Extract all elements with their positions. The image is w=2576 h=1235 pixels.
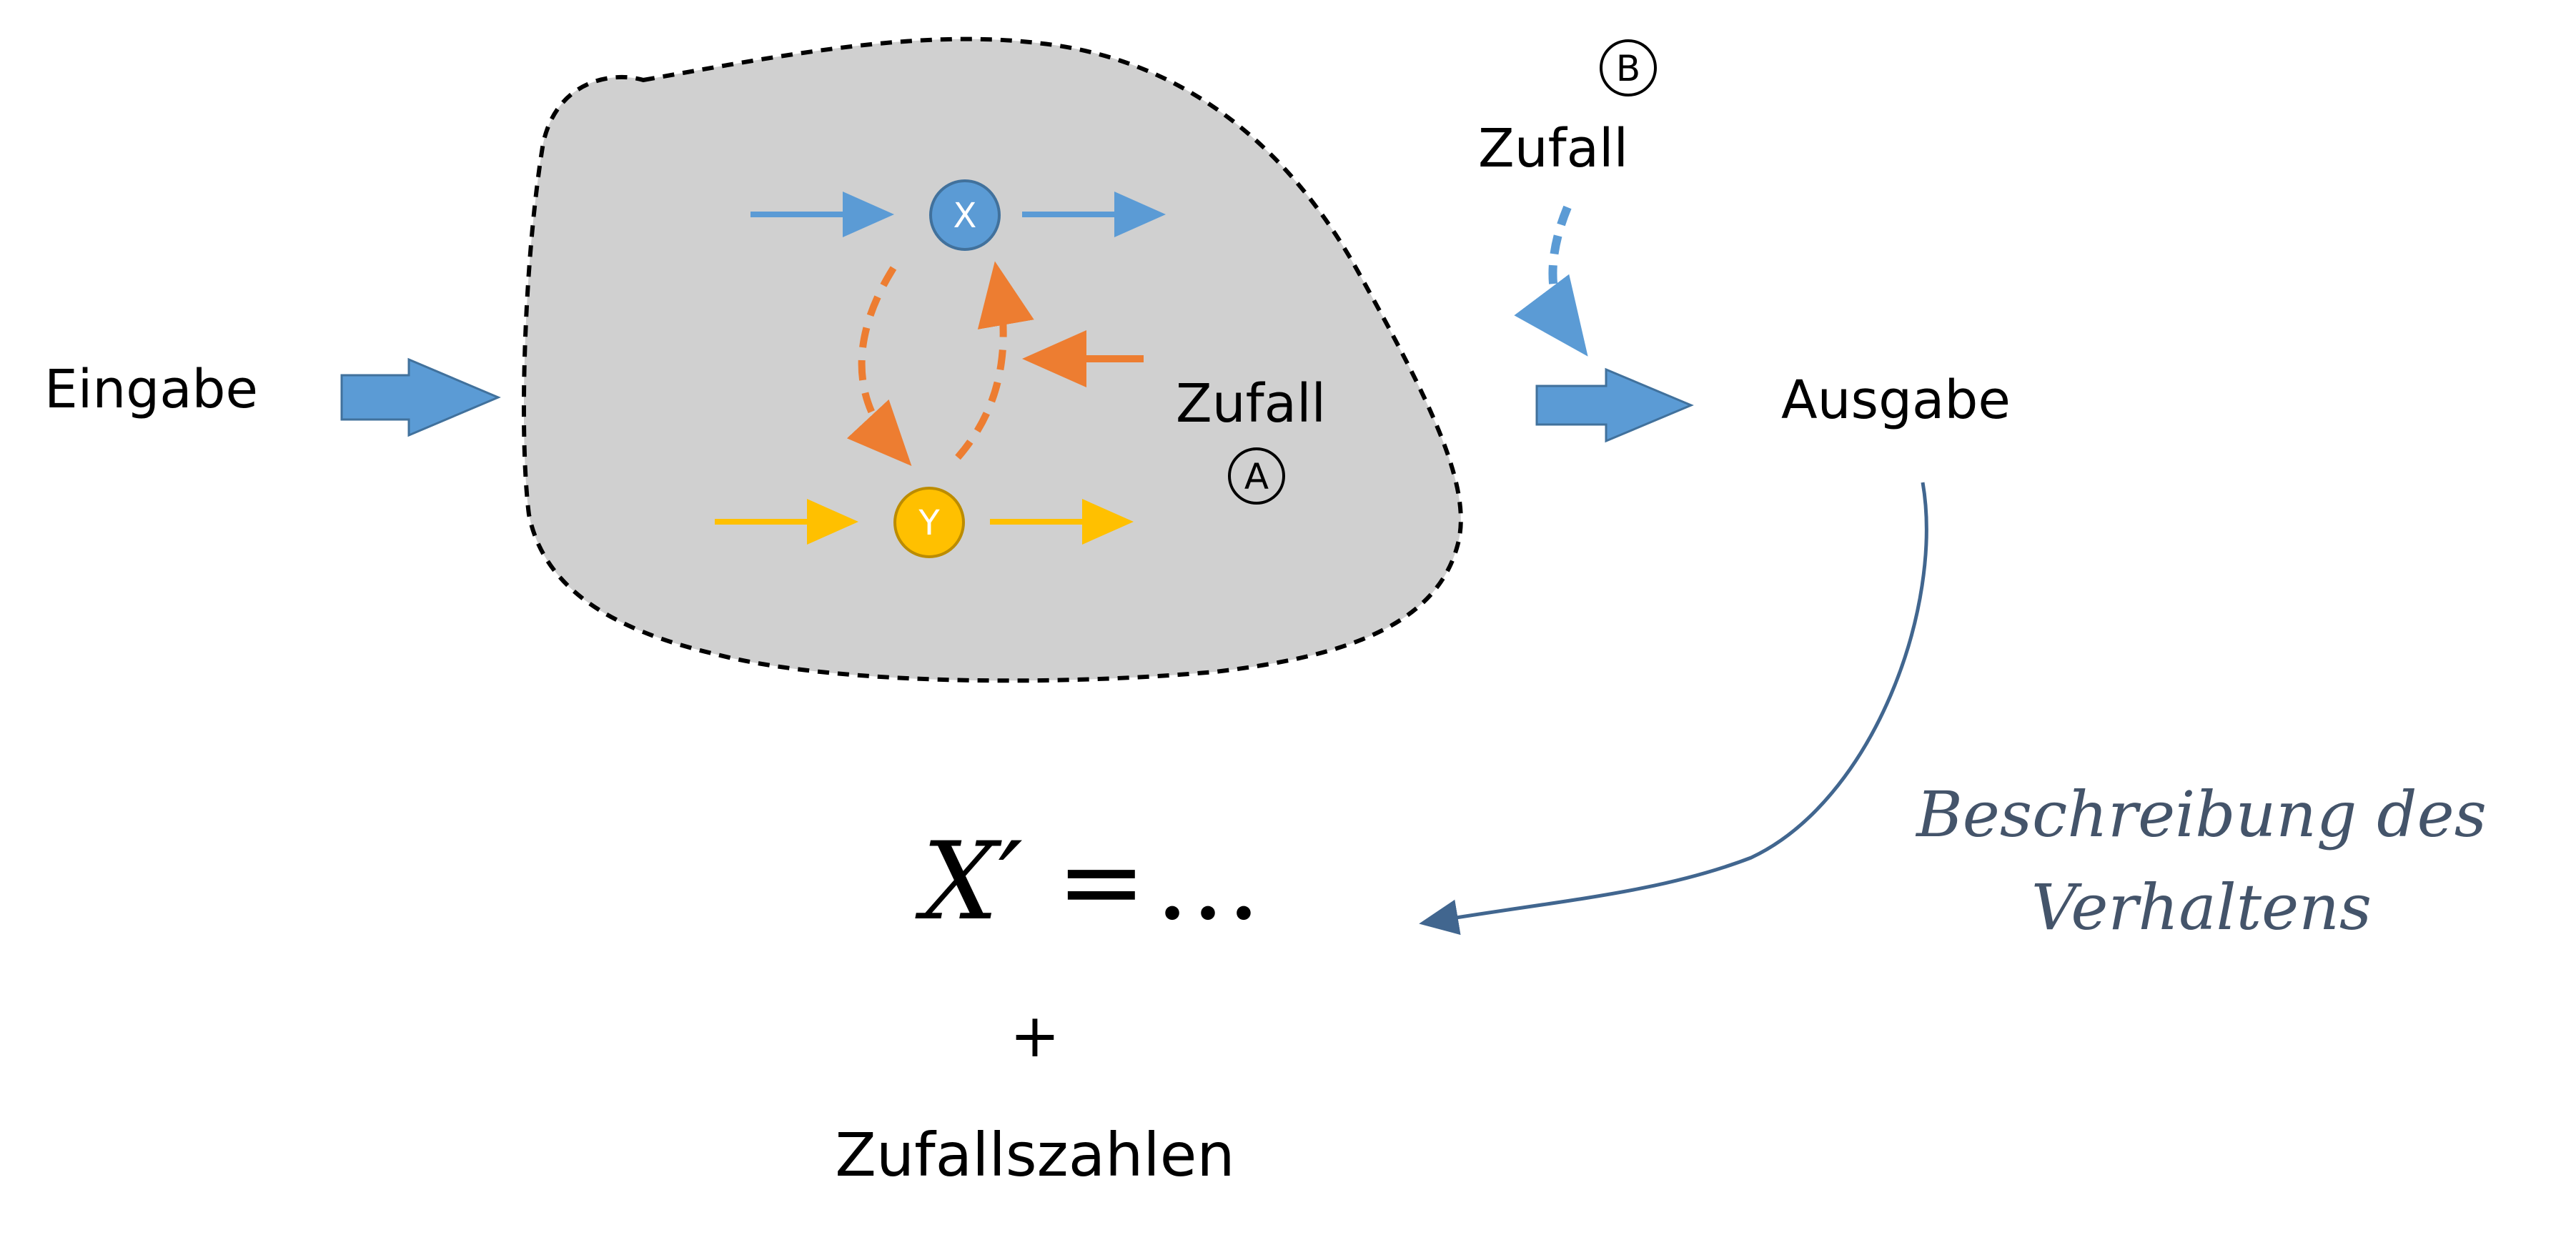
random-numbers-label: Zufallszahlen <box>835 1120 1234 1190</box>
equation-eq: = <box>1056 820 1146 944</box>
internal-randomness-label: Zufall <box>1176 373 1326 435</box>
equation-lhs: X′ <box>915 820 1023 944</box>
node-y-label: Y <box>918 503 940 543</box>
equation-rhs: … <box>1154 820 1262 944</box>
plus-sign: + <box>1010 1001 1060 1071</box>
input-arrow <box>342 359 498 435</box>
output-label: Ausgabe <box>1781 369 2011 431</box>
system-blob <box>524 39 1461 681</box>
marker-a-label: A <box>1244 456 1269 497</box>
marker-b-label: B <box>1616 48 1640 89</box>
input-label: Eingabe <box>44 359 258 420</box>
node-x-label: X <box>953 196 977 236</box>
annotation-curve <box>1430 482 1926 922</box>
description-line-2: Verhaltens <box>2031 871 2372 944</box>
node-y: Y <box>895 488 963 557</box>
description-line-1: Beschreibung des <box>1915 778 2487 851</box>
output-arrow <box>1537 369 1691 441</box>
external-randomness-arrow <box>1552 207 1572 336</box>
marker-b: B <box>1601 41 1655 95</box>
external-randomness-label: Zufall <box>1478 118 1628 179</box>
node-x: X <box>931 181 999 249</box>
